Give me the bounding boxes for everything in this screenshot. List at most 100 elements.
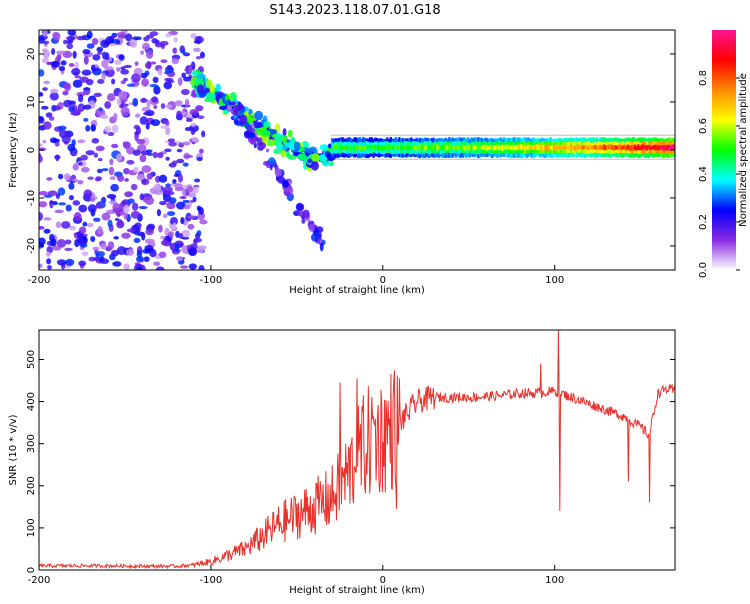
heatmap-noise-cell [42,139,47,144]
heatmap-noise-cell [83,189,93,198]
heatmap-line-cell [449,144,453,151]
heatmap-line-cell [647,144,650,150]
heatmap-line-cell [625,145,628,151]
heatmap-noise-cell [153,183,162,191]
heatmap-noise-cell [118,90,128,100]
heatmap-noise-cell [46,258,52,265]
heatmap-noise-cell [136,250,143,258]
heatmap-line-cell [412,145,415,150]
snr-x-tick-label: 0 [380,575,386,586]
heatmap-noise-cell [157,68,163,76]
heatmap-noise-cell [160,59,168,64]
heatmap-noise-cell [134,113,141,118]
heatmap-noise-cell [117,174,125,182]
heatmap-noise-cell [167,138,176,143]
heatmap-noise-cell [96,51,103,55]
heatmap-line-cell [630,145,633,151]
heatmap-noise-cell [195,105,204,112]
heatmap-noise-cell [181,88,190,96]
heatmap-noise-cell [136,138,146,145]
heatmap-noise-cell [174,244,180,252]
heatmap-line-cell [616,145,619,150]
heatmap-line-cell [604,145,607,151]
heatmap-line-cell [664,145,668,151]
heatmap-noise-cell [116,32,127,37]
heatmap-line-cell [398,145,401,150]
heatmap-noise-cell [54,209,64,214]
spectrogram-y-tick-label: -10 [26,190,37,206]
heatmap-noise-cell [120,66,126,70]
heatmap-band-cell [274,168,283,177]
heatmap-line-cell [649,145,652,151]
heatmap-noise-cell [141,165,152,173]
heatmap-noise-cell [77,94,84,103]
heatmap-noise-cell [41,57,49,64]
heatmap-noise-cell [85,124,91,132]
spectrogram-x-tick-label: -100 [200,275,223,286]
heatmap-noise-cell [160,103,166,109]
heatmap-band-cell [302,209,310,218]
heatmap-noise-cell [65,204,72,212]
heatmap-noise-cell [47,265,52,270]
heatmap-line-cell [595,146,599,150]
heatmap-noise-cell [55,154,60,162]
snr-y-tick-label: 100 [26,518,37,537]
heatmap-line-cell [410,144,413,150]
heatmap-line-cell [513,145,516,151]
heatmap-band-cell [249,137,257,145]
heatmap-line-cell [587,146,590,151]
heatmap-noise-cell [198,148,204,154]
heatmap-line-cell [638,146,642,151]
heatmap-noise-cell [107,209,114,214]
heatmap-noise-cell [169,197,177,204]
heatmap-line-cell [626,144,630,150]
heatmap-line-cell [614,145,618,150]
heatmap-line-cell [494,144,497,151]
snr-panel: -200 -100 0 100 0 100 200 300 400 500 Height of … [8,329,676,596]
heatmap-noise-cell [67,35,75,42]
heatmap-noise-cell [166,64,173,71]
heatmap-line-cell [458,145,461,150]
heatmap-line-cell [413,145,417,150]
heatmap-line-cell [436,144,439,151]
heatmap-line-cell [391,146,394,151]
snr-x-tick-label: -200 [28,575,51,586]
snr-series [39,330,675,570]
heatmap-noise-cell [124,191,134,198]
heatmap-noise-cell [140,72,148,79]
heatmap-line-cell [482,145,485,150]
heatmap-noise-cell [166,79,175,84]
heatmap-noise-cell [166,211,176,217]
heatmap-noise-cell [58,202,67,206]
heatmap-noise-cell [181,141,191,146]
heatmap-line-cell [556,145,559,151]
heatmap-noise-cell [143,256,150,262]
heatmap-noise-cell [107,93,116,102]
heatmap-noise-cell [171,57,179,65]
heatmap-noise-cell [56,259,67,266]
heatmap-line-cell [470,144,473,150]
heatmap-line-cell [444,144,447,151]
heatmap-band-cell [301,218,306,224]
heatmap-line-cell [568,144,571,151]
heatmap-line-cell [377,144,380,151]
heatmap-line-cell [393,144,396,150]
heatmap-noise-cell [145,50,154,59]
heatmap-noise-cell [45,112,53,118]
heatmap-line-cell [564,145,568,150]
heatmap-line-cell [594,144,597,150]
heatmap-line-cell [671,144,674,150]
heatmap-noise-cell [190,33,197,39]
heatmap-line-cell [355,145,358,151]
heatmap-noise-cell [93,152,99,158]
heatmap-line-cell [432,144,435,150]
heatmap-noise-cell [190,128,196,135]
heatmap-line-cell [539,144,542,151]
heatmap-noise-cell [55,193,61,199]
heatmap-line-cell [331,145,334,151]
heatmap-noise-cell [176,148,183,153]
heatmap-noise-cell [78,204,88,213]
heatmap-line-cell [642,144,645,150]
heatmap-noise-cell [115,67,121,72]
